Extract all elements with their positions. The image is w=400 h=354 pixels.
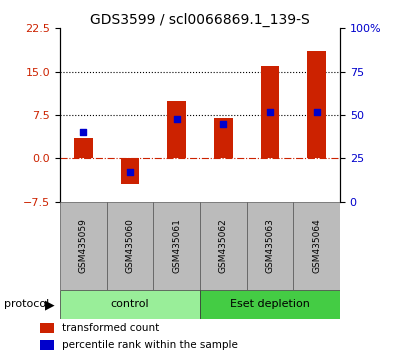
Point (314, 109, 320, 114)
Point (174, 116, 180, 121)
Text: GSM435062: GSM435062 (219, 219, 228, 273)
Text: protocol: protocol (4, 299, 49, 309)
Bar (200, 202, 247, 290)
Bar (40, 340, 54, 350)
Bar (200, 290, 340, 319)
Text: GSM435063: GSM435063 (266, 218, 274, 274)
Bar (307, 51, 326, 159)
Bar (121, 159, 139, 184)
Point (220, 121, 226, 127)
Text: GSM435064: GSM435064 (312, 219, 321, 273)
Text: percentile rank within the sample: percentile rank within the sample (62, 340, 238, 350)
Bar (60, 290, 200, 319)
Text: GSM435061: GSM435061 (172, 218, 181, 274)
Text: GSM435060: GSM435060 (126, 218, 134, 274)
Bar (247, 202, 293, 290)
Text: GDS3599 / scl0066869.1_139-S: GDS3599 / scl0066869.1_139-S (90, 12, 310, 27)
Bar (60, 202, 107, 290)
Point (267, 109, 273, 114)
Bar (153, 202, 200, 290)
Bar (167, 101, 186, 159)
Bar (40, 323, 54, 333)
Text: transformed count: transformed count (62, 323, 159, 333)
Bar (214, 118, 233, 159)
Bar (261, 66, 279, 159)
Text: Eset depletion: Eset depletion (230, 299, 310, 309)
Text: control: control (111, 299, 149, 309)
Text: ▶: ▶ (45, 298, 55, 311)
Text: GSM435059: GSM435059 (79, 218, 88, 274)
Point (127, 170, 133, 175)
Point (80, 130, 86, 135)
Bar (293, 202, 340, 290)
Bar (107, 202, 153, 290)
Bar (74, 138, 93, 159)
